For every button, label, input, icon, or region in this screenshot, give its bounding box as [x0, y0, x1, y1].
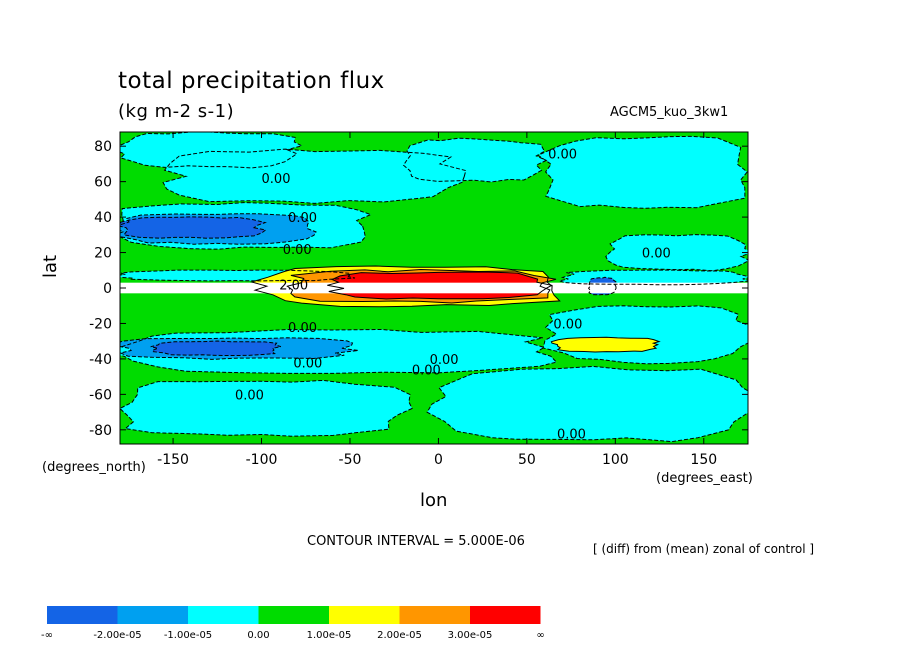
axes: 80 60 40 20 0 -20 -40 -60 -80 -150 -100 -50 0 50 100 15…	[89, 132, 748, 468]
colorbar-label: 0.00	[247, 630, 269, 641]
y-tick-label: 40	[94, 210, 112, 226]
contour-fills	[120, 132, 748, 444]
contour-line	[120, 337, 359, 360]
x-tick-label: 100	[602, 452, 629, 468]
contour-line	[327, 271, 554, 300]
contour-line	[537, 135, 748, 209]
contour-line	[150, 340, 282, 357]
x-axis-units: (degrees_east)	[656, 471, 753, 486]
x-tick-label: 0	[434, 452, 443, 468]
contour-region-band-2	[543, 305, 748, 364]
y-tick-label: -20	[89, 316, 112, 332]
colorbar-swatch	[258, 606, 329, 624]
y-tick-label: -80	[89, 423, 112, 439]
y-tick-label: 0	[103, 281, 112, 297]
x-tick-label: -100	[246, 452, 278, 468]
contour-region-band-2	[120, 380, 413, 437]
contour-region-band-2	[605, 234, 748, 271]
colorbar-label: ∞	[536, 630, 544, 641]
contour-line	[557, 269, 748, 286]
contour-region-band-4	[551, 337, 660, 352]
contour-line	[587, 276, 617, 296]
contour-label: 0.00	[235, 388, 264, 403]
contour-label: 0.00	[288, 321, 317, 336]
y-axis-units: (degrees_north)	[42, 460, 146, 475]
contour-line	[120, 216, 267, 239]
y-tick-label: 60	[94, 175, 112, 191]
contour-label: 0.00	[430, 353, 459, 368]
colorbar-label: -∞	[41, 630, 53, 641]
y-tick-label: 20	[94, 246, 112, 262]
colorbar-swatch	[470, 606, 541, 624]
contour-label: 2.00	[279, 278, 308, 293]
colorbar-label: 2.00e-05	[377, 630, 422, 641]
contour-interval: CONTOUR INTERVAL = 5.000E-06	[307, 534, 525, 549]
contour-region-band-2	[163, 149, 466, 204]
contour-label: 0.00	[283, 243, 312, 258]
chart-title: total precipitation flux	[118, 68, 385, 94]
missing-data-band	[120, 282, 748, 294]
contour-line	[120, 202, 373, 250]
contour-label: 0.00	[548, 147, 577, 162]
colorbar: -∞ -2.00e-05 -1.00e-05 0.00 1.00e-05 2.00e-05…	[41, 606, 545, 641]
colorbar-label: -2.00e-05	[93, 630, 141, 641]
contour-label: 0.00	[262, 172, 291, 187]
contour-line	[120, 213, 317, 245]
colorbar-swatch	[47, 606, 118, 624]
colorbar-swatch	[399, 606, 470, 624]
colorbar-label: 3.00e-05	[448, 630, 493, 641]
colorbar-swatch	[117, 606, 188, 624]
contour-region-band-2	[403, 138, 547, 182]
contour-region-band-0	[120, 216, 266, 239]
y-tick-label: -40	[89, 352, 112, 368]
contour-lines	[120, 132, 748, 443]
x-tick-label: -150	[157, 452, 189, 468]
contour-line	[550, 336, 661, 353]
y-tick-label: 80	[94, 139, 112, 155]
colorbar-label: -1.00e-05	[164, 630, 212, 641]
contour-label: 0.00	[412, 364, 441, 379]
contour-region-band-2	[559, 270, 748, 285]
contour-line	[605, 234, 748, 272]
contour-line	[120, 328, 558, 374]
contour-line	[542, 305, 748, 365]
y-axis-label: lat	[40, 254, 61, 278]
contour-line	[120, 379, 413, 437]
y-tick-label: -60	[89, 387, 112, 403]
colorbar-swatch	[329, 606, 400, 624]
x-tick-label: 50	[518, 452, 536, 468]
x-tick-label: 150	[690, 452, 717, 468]
contour-label: 0.00	[288, 211, 317, 226]
diff-note: [ (diff) from (mean) zonal of control ]	[593, 542, 815, 556]
contour-labels: 0.000.000.000.000.000.000.000.000.000.00…	[235, 147, 671, 442]
colorbar-label: 1.00e-05	[307, 630, 352, 641]
contour-label: 0.00	[557, 427, 586, 442]
contour-region-band-0	[150, 341, 281, 356]
contour-line	[162, 148, 467, 204]
contour-label: 0.00	[553, 317, 582, 332]
contour-line	[426, 365, 748, 443]
colorbar-swatch	[188, 606, 259, 624]
x-tick-label: -50	[339, 452, 362, 468]
chart-units: (kg m-2 s-1)	[118, 101, 235, 122]
contour-label: 0.00	[293, 356, 322, 371]
contour-line	[120, 269, 356, 282]
contour-region-band-2	[538, 136, 748, 209]
contour-label: 0.00	[642, 247, 671, 262]
contour-line	[249, 265, 561, 308]
contour-region-band-2	[427, 366, 748, 442]
x-axis-label: lon	[420, 490, 448, 511]
contour-line	[286, 268, 557, 304]
run-id-label: AGCM5_kuo_3kw1	[610, 105, 729, 120]
contour-line	[402, 137, 548, 183]
